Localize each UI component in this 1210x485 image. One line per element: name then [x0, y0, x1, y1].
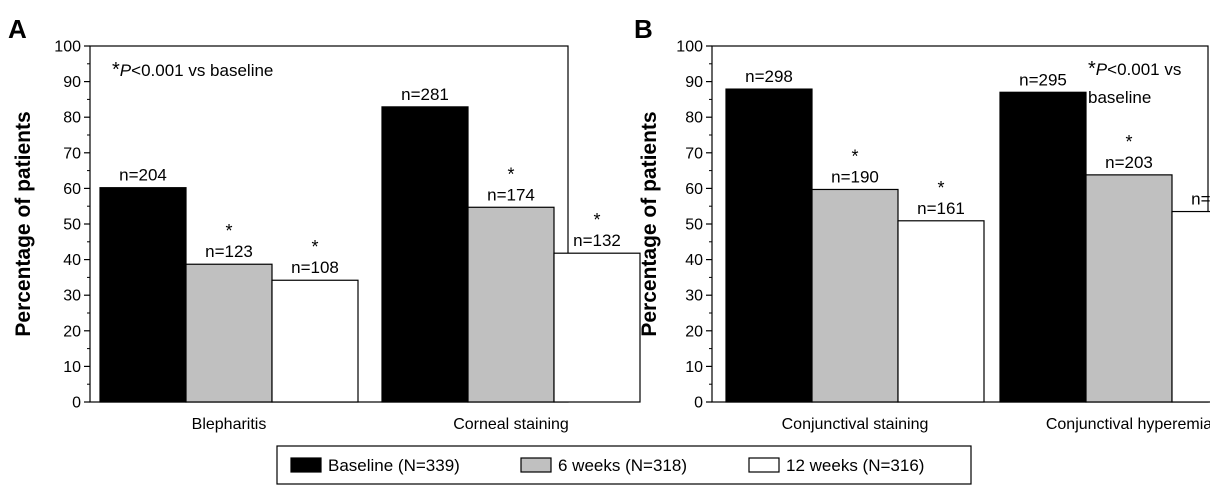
bar-data-label: n=123: [205, 242, 253, 261]
bar-data-label: n=203: [1105, 153, 1153, 172]
legend-frame: [276, 445, 972, 485]
significance-star: *: [311, 237, 318, 257]
y-tick-label: 30: [685, 288, 703, 305]
panel-letter: A: [8, 14, 27, 44]
y-axis-label: Percentage of patients: [638, 111, 661, 336]
panel-b: B Percentage of patients 0 10 20 30 40 50 60 70 80…: [634, 14, 1210, 433]
bar: [999, 91, 1087, 403]
bar: [185, 263, 273, 403]
y-tick-label: 70: [685, 145, 703, 162]
y-tick-label: 40: [685, 252, 703, 269]
legend: Baseline (N=339) 6 weeks (N=318) 12 weeks …: [276, 445, 972, 485]
bar-data-label: n=169: [1191, 190, 1210, 209]
bar-data-label: n=190: [831, 167, 879, 186]
significance-star: *: [507, 164, 514, 184]
y-tick-label: 40: [63, 252, 81, 269]
bar: [271, 279, 359, 403]
bar: [811, 188, 899, 403]
y-tick-label: 100: [676, 39, 703, 56]
y-tick-label: 90: [63, 74, 81, 91]
bar: [1171, 210, 1210, 403]
y-tick-label: 10: [63, 359, 81, 376]
bar-data-label: n=174: [487, 185, 535, 204]
annotation-p: P: [120, 61, 132, 80]
bar-data-label: n=298: [745, 67, 793, 86]
x-category-label: Conjunctival staining: [782, 416, 929, 433]
y-tick-label: 0: [694, 395, 703, 412]
panel-a: A Percentage of patients 0 10 20 30 40 50 60 70 80…: [8, 14, 641, 433]
bar: [1085, 174, 1173, 403]
y-tick-label: 90: [685, 74, 703, 91]
x-category-label: Conjunctival hyperemia: [1046, 416, 1210, 433]
bar: [897, 220, 985, 403]
y-tick-label: 80: [63, 110, 81, 127]
x-category-label: Corneal staining: [453, 416, 569, 433]
y-tick-label: 30: [63, 288, 81, 305]
y-tick-label: 100: [54, 39, 81, 56]
y-tick-label: 80: [685, 110, 703, 127]
bar-data-label: n=281: [401, 85, 449, 104]
y-tick-label: 50: [685, 217, 703, 234]
y-tick-label: 20: [63, 323, 81, 340]
annotation-text: <0.001 vs: [1107, 60, 1181, 79]
y-tick-label: 60: [63, 181, 81, 198]
panel-letter: B: [634, 14, 653, 44]
legend-swatch: [290, 457, 322, 473]
x-category-label: Blepharitis: [192, 416, 267, 433]
y-tick-label: 60: [685, 181, 703, 198]
y-tick-label: 20: [685, 323, 703, 340]
annotation-text: <0.001 vs baseline: [131, 61, 273, 80]
bar: [381, 106, 469, 403]
y-tick-label: 0: [72, 395, 81, 412]
annotation-text-line2: baseline: [1088, 88, 1151, 107]
legend-swatch: [520, 457, 552, 473]
significance-star: *: [1125, 132, 1132, 152]
bar: [467, 206, 555, 403]
bar-data-label: n=132: [573, 231, 621, 250]
bar: [553, 252, 641, 403]
significance-star: *: [937, 178, 944, 198]
bar: [725, 88, 813, 403]
p-value-annotation: *P<0.001 vs: [1088, 58, 1181, 80]
bar-data-label: n=161: [917, 199, 965, 218]
annotation-star: *: [1088, 58, 1096, 80]
legend-swatch: [748, 457, 780, 473]
y-tick-label: 70: [63, 145, 81, 162]
legend-entry-label: 6 weeks (N=318): [558, 456, 687, 475]
bar-data-label: n=204: [119, 166, 167, 185]
y-tick-label: 10: [685, 359, 703, 376]
y-axis-label: Percentage of patients: [12, 111, 35, 336]
significance-star: *: [851, 146, 858, 166]
significance-star: *: [225, 221, 232, 241]
legend-entry-label: 12 weeks (N=316): [786, 456, 924, 475]
bar: [99, 187, 187, 403]
annotation-star: *: [112, 59, 120, 81]
p-value-annotation: *P<0.001 vs baseline: [112, 59, 273, 81]
legend-entry-label: Baseline (N=339): [328, 456, 460, 475]
bar-data-label: n=295: [1019, 70, 1067, 89]
annotation-p: P: [1096, 60, 1108, 79]
bar-data-label: n=108: [291, 258, 339, 277]
y-tick-label: 50: [63, 217, 81, 234]
significance-star: *: [593, 210, 600, 230]
